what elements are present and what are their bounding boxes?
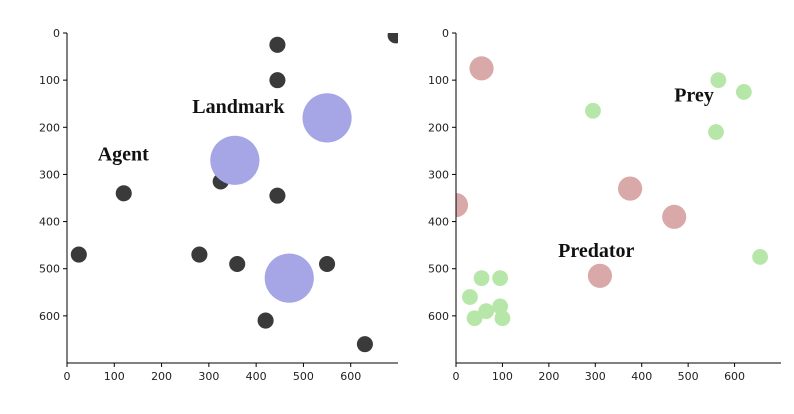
prey-point [478, 303, 495, 320]
agent-point [387, 33, 398, 44]
predator-point [662, 204, 687, 229]
predator-point [618, 176, 643, 201]
x-tick-label: 0 [453, 370, 460, 383]
landmark-point [264, 253, 314, 303]
x-tick-label: 400 [631, 370, 652, 383]
annotation-agent: Agent [98, 143, 149, 165]
prey-point [735, 84, 752, 100]
left-scatter-panel: 0 100 200 300 400 500 600 0 100 200 300 400 500 600 Ag… [39, 27, 398, 383]
agent-point [269, 36, 286, 53]
x-tick-label: 600 [340, 370, 361, 383]
agent-point [191, 246, 208, 263]
y-tick-label: 600 [428, 310, 449, 323]
agent-point [229, 255, 246, 273]
agent-point [269, 72, 286, 89]
x-tick-label: 100 [104, 370, 125, 383]
annotation-prey: Prey [674, 84, 714, 106]
y-tick-label: 400 [39, 216, 60, 229]
y-tick-label: 600 [39, 310, 60, 323]
x-tick-label: 500 [293, 370, 314, 383]
prey-point [492, 270, 508, 287]
y-tick-label: 100 [39, 74, 60, 87]
y-tick-label: 500 [39, 263, 60, 276]
agent-point [319, 255, 336, 273]
agent-point [269, 187, 286, 204]
x-tick-label: 200 [151, 370, 172, 383]
prey-point [466, 310, 483, 327]
prey-point [494, 310, 511, 327]
y-tick-label: 500 [428, 263, 449, 276]
agent-point [70, 246, 87, 263]
y-tick-label: 200 [428, 121, 449, 134]
y-tick-label: 400 [428, 216, 449, 229]
x-tick-label: 500 [678, 370, 699, 383]
predator-point [469, 56, 494, 81]
y-tick-label: 0 [442, 27, 449, 40]
landmark-point [210, 135, 260, 185]
y-tick-label: 200 [39, 121, 60, 134]
prey-point [752, 249, 768, 265]
x-tick-label: 300 [585, 370, 606, 383]
agent-point [257, 312, 274, 329]
y-tick-label: 100 [428, 74, 449, 87]
annotation-landmark: Landmark [192, 96, 285, 118]
prey-point [710, 72, 727, 89]
annotation-predator: Predator [558, 240, 634, 262]
y-tick-label: 300 [39, 168, 60, 181]
x-tick-label: 200 [538, 370, 559, 383]
prey-point [462, 289, 478, 305]
y-tick-label: 300 [428, 168, 449, 181]
y-tick-label: 0 [53, 27, 60, 40]
points-group [456, 56, 768, 327]
prey-point [585, 102, 601, 119]
agent-point [115, 185, 132, 202]
prey-point [492, 298, 508, 315]
x-tick-label: 300 [198, 370, 219, 383]
predator-point [587, 263, 613, 288]
x-tick-label: 600 [724, 370, 745, 383]
prey-point [473, 270, 490, 287]
predator-point [456, 193, 469, 218]
points-group [70, 33, 398, 353]
right-scatter-panel: 0 100 200 300 400 500 600 0 100 200 300 400 500 600 Pr… [428, 27, 781, 383]
agent-point [356, 336, 373, 353]
x-tick-label: 0 [64, 370, 71, 383]
prey-point [708, 124, 724, 140]
landmark-point [302, 93, 352, 143]
x-tick-label: 400 [246, 370, 267, 383]
x-tick-label: 100 [492, 370, 513, 383]
